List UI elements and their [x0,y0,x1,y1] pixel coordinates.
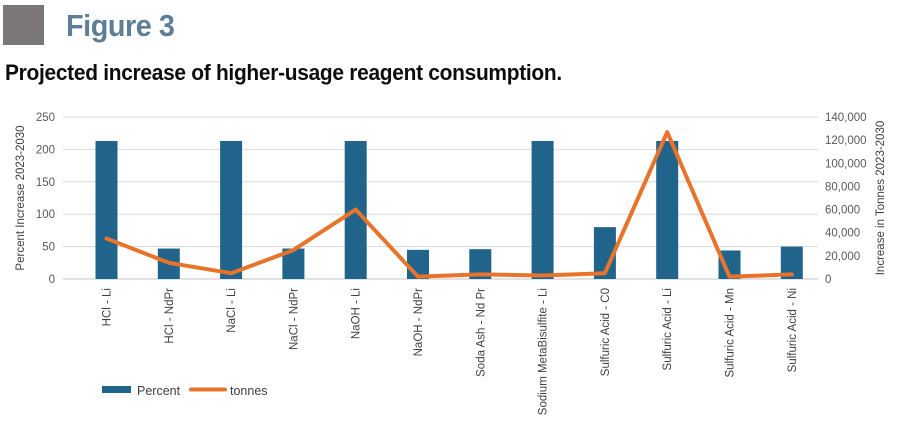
right-axis-tick: 0 [825,274,831,286]
left-axis-tick: 100 [36,209,55,221]
legend-percent-label: Percent [137,384,181,398]
category-label: NaOH - NdPr [413,288,425,357]
category-label: NaCl - Li [226,288,238,333]
right-axis-tick: 60,000 [825,205,860,217]
bar-NaCl - NdPr [282,248,305,279]
right-axis-tick: 80,000 [825,181,860,193]
figure-marker-square [3,5,44,45]
right-axis-tick: 20,000 [825,251,860,263]
category-label: Soda Ash - Nd Pr [475,288,487,377]
category-label: Sulfuric Acid - Li [662,288,674,370]
chart-svg: 0 50 100 150 200 250 0 20,000 40,000 60,000 80,000… [15,112,887,415]
figure-caption-title: Projected increase of higher-usage reage… [5,60,562,85]
right-axis-tick: 100,000 [825,158,867,170]
right-axis-title: Increase in Tonnes 2023-2030 [875,121,887,276]
category-label: HCl - Li [102,288,114,326]
category-label: Sulfuric Acid - Ni [787,288,799,372]
left-axis-title: Percent Increase 2023-2030 [15,125,27,270]
right-axis-tick: 40,000 [825,228,860,240]
left-axis-tick: 250 [36,112,55,124]
left-axis-tick: 150 [36,177,55,189]
category-label: Sulfuric Acid - C0 [600,288,612,376]
category-label: Sulfuric Acid - Mn [725,288,737,377]
combo-chart: 0 50 100 150 200 250 0 20,000 40,000 60,000 80,000… [0,105,900,428]
category-label: NaCl - NdPr [288,288,300,350]
bar-HCl - Li [95,140,118,279]
legend-percent-swatch [102,386,131,393]
figure-number-heading: Figure 3 [66,8,175,43]
bar-Soda Ash - Nd Pr [469,249,492,279]
tonnes-line [104,130,794,279]
right-axis-tick: 120,000 [825,135,867,147]
bar-Sulfuric Acid - Mn [718,250,741,279]
bar-Sulfuric Acid - Ni [780,246,803,279]
bar-Sulfuric Acid - Li [656,140,679,279]
bar-Sodium MetaBisulfite - Li [531,140,554,279]
left-axis-tick: 50 [42,242,55,254]
bar-NaCl - Li [220,140,243,279]
category-label: NaOH - Li [351,288,363,339]
right-axis-tick: 140,000 [825,112,867,124]
category-label: Sodium MetaBisulfite - Li [538,288,550,415]
left-axis-tick: 200 [36,144,55,156]
left-axis-tick: 0 [49,274,55,286]
category-label: HCl - NdPr [164,288,176,344]
legend-tonnes-label: tonnes [230,384,268,398]
bar-Sulfuric Acid - C0 [593,227,616,279]
